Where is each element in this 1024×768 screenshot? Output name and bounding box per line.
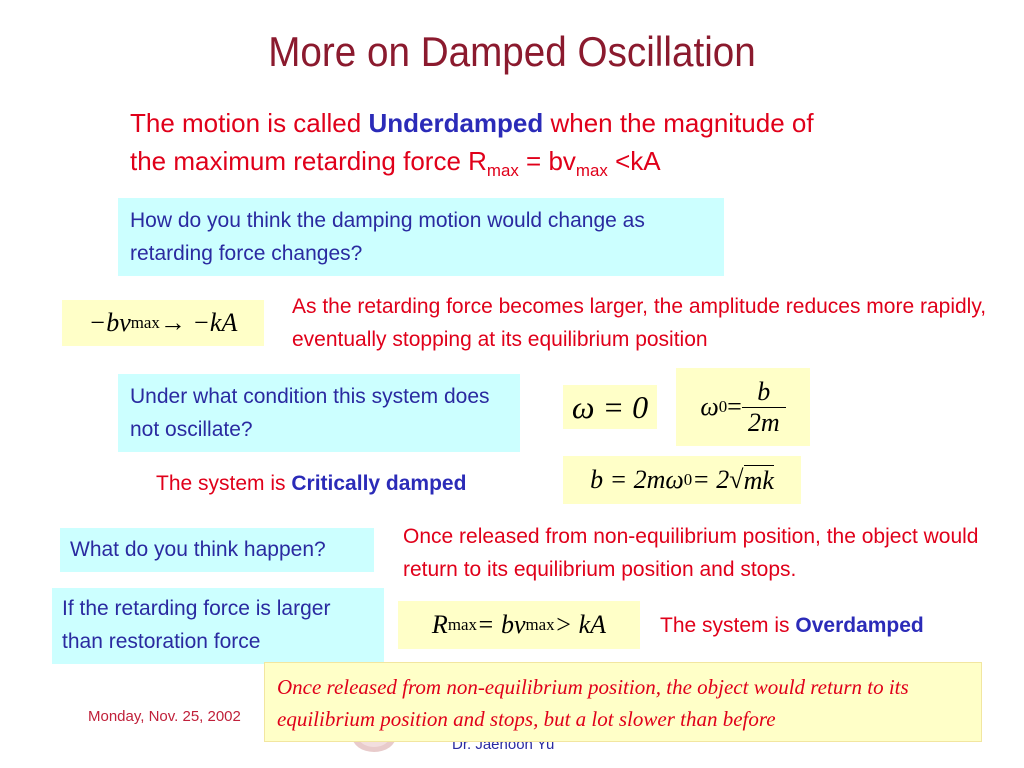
question-damping-change: How do you think the damping motion woul… <box>118 198 724 276</box>
equation-force-limit: −bv max → −kA <box>62 300 264 346</box>
eq4-root: mk <box>743 464 774 495</box>
eq5-sub1: max <box>447 615 477 634</box>
answer-amplitude-reduces: As the retarding force becomes larger, t… <box>292 295 987 351</box>
eq1-sub: max <box>130 313 160 332</box>
eq3-denominator: 2m <box>741 406 786 438</box>
eq1-lhs: −bv <box>88 308 131 337</box>
eq5-mid: = bv <box>476 610 526 639</box>
intro-statement: The motion is called Underdamped when th… <box>130 104 890 190</box>
slide-title: More on Damped Oscillation <box>268 28 756 75</box>
critically-damped-statement: The system is Critically damped <box>156 472 466 496</box>
answer-returns-equilibrium: Once released from non-equilibrium posit… <box>403 525 979 581</box>
condition-larger-force: If the retarding force is larger than re… <box>52 588 384 664</box>
question-no-oscillation: Under what condition this system does no… <box>118 374 520 452</box>
crit-prefix: The system is <box>156 472 292 495</box>
overdamped-note: Once released from non-equilibrium posit… <box>264 662 982 742</box>
eq3-sub: 0 <box>718 397 728 416</box>
overdamped-statement: The system is Overdamped <box>660 614 924 638</box>
sqrt-icon: √ <box>729 465 744 494</box>
underdamped-term: Underdamped <box>368 108 544 138</box>
intro-sub-2: max <box>575 161 608 181</box>
eq1-arrow: → −kA <box>159 308 238 337</box>
over-prefix: The system is <box>660 614 796 637</box>
question-what-happen: What do you think happen? <box>60 528 374 572</box>
eq5-sub2: max <box>525 615 555 634</box>
footer-date: Monday, Nov. 25, 2002 <box>88 708 241 725</box>
intro-text-5: <kA <box>607 146 661 176</box>
intro-sub-1: max <box>486 161 519 181</box>
eq3-equals: = <box>727 392 742 421</box>
eq3-numerator: b <box>757 376 771 406</box>
overdamped-term: Overdamped <box>795 614 924 637</box>
intro-text-4: = bv <box>518 146 576 176</box>
eq5-tail: > kA <box>554 610 607 639</box>
intro-text-3: the maximum retarding force R <box>130 146 487 176</box>
eq4-b: = 2 <box>692 465 730 494</box>
eq3-fraction: b 2m <box>741 376 786 438</box>
eq5-R: R <box>431 610 448 639</box>
intro-text-1: The motion is called <box>130 108 369 138</box>
equation-omega-zero: ω = 0 <box>563 385 657 429</box>
eq4-sub: 0 <box>683 470 693 489</box>
intro-text-2: when the magnitude of <box>543 108 814 138</box>
eq4-a: b = 2mω <box>590 465 684 494</box>
critically-damped-term: Critically damped <box>291 472 467 495</box>
equation-critical-b: b = 2mω 0 = 2 √ mk <box>563 456 801 504</box>
eq3-lhs: ω <box>700 392 719 421</box>
